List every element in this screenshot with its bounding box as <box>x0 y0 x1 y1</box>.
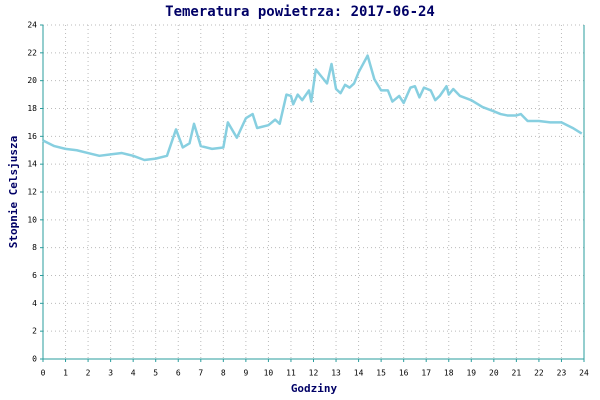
x-tick-label: 11 <box>286 369 296 378</box>
x-tick-label: 13 <box>331 369 341 378</box>
x-tick-label: 6 <box>176 369 181 378</box>
x-tick-label: 12 <box>309 369 319 378</box>
x-tick-label: 14 <box>354 369 364 378</box>
x-tick-label: 17 <box>421 369 431 378</box>
y-tick-label: 8 <box>32 243 37 252</box>
x-tick-label: 15 <box>376 369 386 378</box>
x-tick-label: 16 <box>399 369 409 378</box>
temperature-line <box>42 54 583 162</box>
y-tick-label: 6 <box>32 271 37 280</box>
x-tick-label: 9 <box>243 369 248 378</box>
x-tick-label: 22 <box>534 369 544 378</box>
y-tick-label: 14 <box>27 160 37 169</box>
x-axis-label: Godziny <box>291 382 338 395</box>
chart-title: Temeratura powietrza: 2017-06-24 <box>165 4 435 20</box>
y-axis-label: Stopnie Celsjusza <box>7 136 20 249</box>
x-tick-label: 20 <box>489 369 499 378</box>
x-tick-label: 18 <box>444 369 454 378</box>
x-tick-label: 8 <box>221 369 226 378</box>
x-tick-label: 7 <box>198 369 203 378</box>
x-tick-label: 1 <box>63 369 68 378</box>
x-tick-label: 2 <box>86 369 91 378</box>
y-tick-label: 18 <box>27 104 37 113</box>
x-tick-label: 0 <box>41 369 46 378</box>
x-tick-label: 3 <box>108 369 113 378</box>
x-tick-label: 23 <box>557 369 567 378</box>
y-tick-label: 10 <box>27 215 37 224</box>
x-tick-label: 5 <box>153 369 158 378</box>
x-tick-label: 21 <box>512 369 522 378</box>
y-tick-label: 20 <box>27 76 37 85</box>
y-tick-label: 16 <box>27 132 37 141</box>
x-tick-label: 4 <box>131 369 136 378</box>
y-tick-label: 0 <box>32 355 37 364</box>
x-tick-label: 24 <box>579 369 589 378</box>
y-tick-label: 4 <box>32 299 37 308</box>
y-tick-label: 2 <box>32 327 37 336</box>
x-tick-label: 19 <box>466 369 476 378</box>
y-tick-label: 12 <box>27 188 37 197</box>
x-tick-label: 10 <box>264 369 274 378</box>
y-tick-label: 22 <box>27 48 37 57</box>
y-tick-label: 24 <box>27 21 37 30</box>
